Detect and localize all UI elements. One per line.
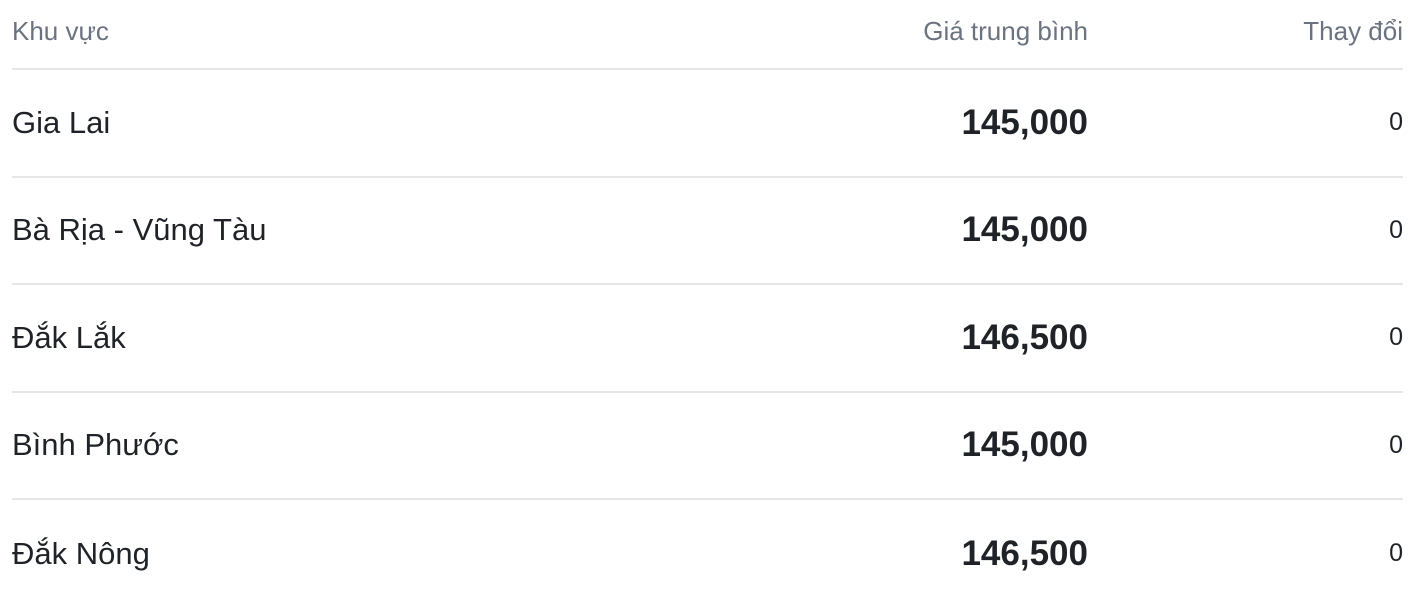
header-average-price: Giá trung bình — [923, 15, 1088, 46]
price-cell: 145,000 — [961, 102, 1088, 142]
price-cell: 145,000 — [961, 210, 1088, 250]
table-row: Đắk Nông 146,500 0 — [12, 500, 1403, 608]
change-cell: 0 — [1389, 215, 1403, 244]
region-cell: Đắk Nông — [12, 535, 150, 571]
region-cell: Bà Rịa - Vũng Tàu — [12, 212, 267, 248]
change-cell: 0 — [1389, 539, 1403, 568]
table-header: Khu vực Giá trung bình Thay đổi — [12, 0, 1403, 70]
price-table: Khu vực Giá trung bình Thay đổi Gia Lai 1… — [12, 0, 1403, 608]
region-cell: Gia Lai — [12, 104, 111, 140]
change-cell: 0 — [1389, 323, 1403, 352]
price-cell: 146,500 — [961, 317, 1088, 357]
header-change: Thay đổi — [1303, 15, 1403, 46]
table-row: Đắk Lắk 146,500 0 — [12, 285, 1403, 393]
change-cell: 0 — [1389, 108, 1403, 137]
change-cell: 0 — [1389, 430, 1403, 459]
region-cell: Đắk Lắk — [12, 319, 126, 355]
table-row: Bình Phước 145,000 0 — [12, 393, 1403, 500]
price-cell: 145,000 — [961, 425, 1088, 465]
header-region: Khu vực — [12, 15, 109, 46]
table-row: Bà Rịa - Vũng Tàu 145,000 0 — [12, 178, 1403, 285]
region-cell: Bình Phước — [12, 427, 179, 463]
price-cell: 146,500 — [961, 533, 1088, 573]
table-row: Gia Lai 145,000 0 — [12, 70, 1403, 178]
